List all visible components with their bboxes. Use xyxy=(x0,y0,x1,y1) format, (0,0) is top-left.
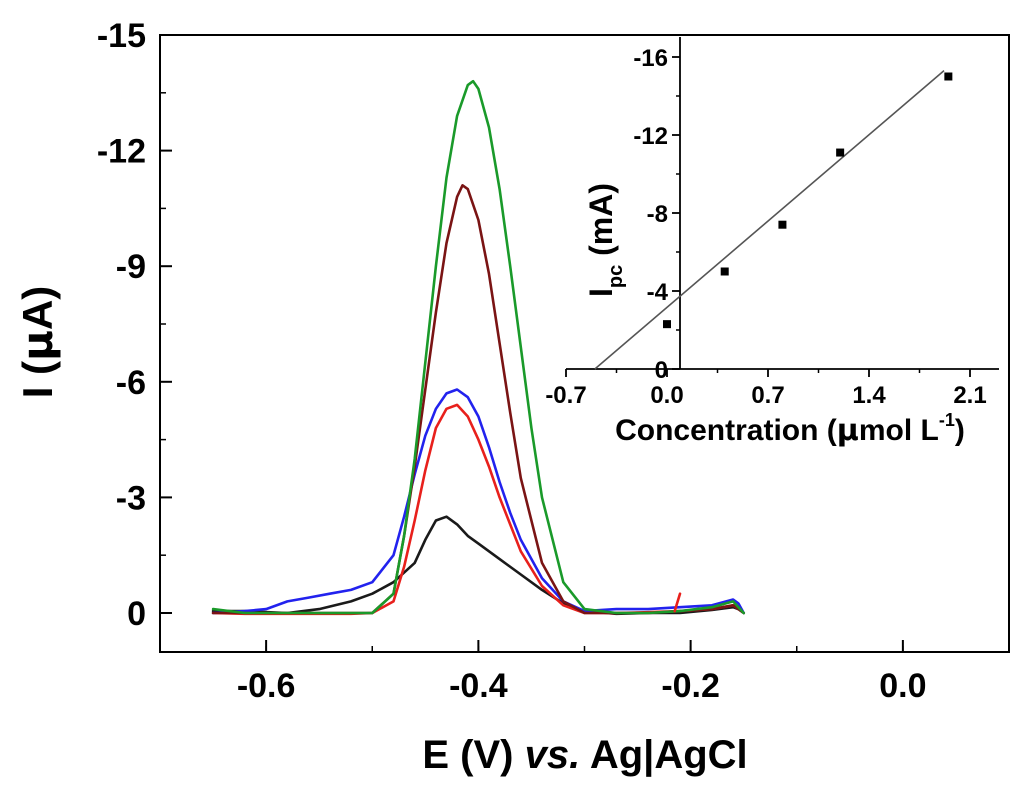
inset-x-tick-label: 1.4 xyxy=(852,382,886,409)
main-x-tick-label: 0.0 xyxy=(879,667,926,705)
series-line-blue xyxy=(211,388,746,615)
main-y-tick-label: -9 xyxy=(116,248,146,286)
main-x-tick-label: -0.6 xyxy=(237,667,296,705)
inset-x-ticks: -0.7 0.0 0.7 1.4 2.1 xyxy=(545,369,987,409)
main-y-ticks: -15 -12 -9 -6 -3 0 xyxy=(97,17,172,633)
main-y-tick-label: -3 xyxy=(116,479,146,517)
main-x-tick-label: -0.2 xyxy=(661,667,720,705)
inset-chart: -0.7 0.0 0.7 1.4 2.1 0 -4 -8 -12 -16 Concentrati… xyxy=(545,37,999,448)
inset-x-tick-label: -0.7 xyxy=(545,382,586,409)
inset-y-tick-label: -12 xyxy=(633,123,668,150)
main-y-axis-label: I (μA) xyxy=(13,286,62,399)
inset-y-tick-label: -8 xyxy=(647,201,668,228)
inset-series xyxy=(594,70,953,370)
inset-fit-line xyxy=(594,70,945,370)
inset-y-tick-label: -16 xyxy=(633,45,668,72)
main-y-tick-label: 0 xyxy=(127,595,146,633)
inset-data-point xyxy=(836,148,845,157)
main-y-tick-label: -15 xyxy=(97,17,146,55)
main-x-axis-label: E (V) vs. Ag|AgCl xyxy=(422,733,747,777)
inset-data-point xyxy=(663,320,671,329)
inset-x-axis-label: Concentration (μmol L-1) xyxy=(615,410,965,448)
inset-data-point xyxy=(778,220,787,229)
inset-data-point xyxy=(720,267,729,276)
inset-y-tick-label: -4 xyxy=(647,279,669,306)
inset-x-tick-label: 2.1 xyxy=(953,382,986,409)
main-x-tick-label: -0.4 xyxy=(449,667,508,705)
inset-y-tick-label: 0 xyxy=(655,357,668,384)
inset-x-tick-label: 0.7 xyxy=(751,382,784,409)
inset-y-axis-label: Ipc (mA) xyxy=(583,183,627,297)
inset-y-ticks: 0 -4 -8 -12 -16 xyxy=(633,45,680,384)
main-x-ticks: -0.6 -0.4 -0.2 0.0 xyxy=(159,640,1010,705)
main-series xyxy=(211,79,746,616)
main-y-tick-label: -6 xyxy=(116,364,146,402)
inset-x-tick-label: 0.0 xyxy=(650,382,683,409)
series-line-red-spike xyxy=(673,592,682,613)
main-y-tick-label: -12 xyxy=(97,133,146,171)
inset-data-point xyxy=(944,72,953,81)
main-chart: -0.6 -0.4 -0.2 0.0 -15 -12 -9 -6 -3 0 E (V) vs. … xyxy=(13,17,1010,777)
series-line-green xyxy=(211,79,746,615)
inset-plot-frame xyxy=(565,37,999,369)
